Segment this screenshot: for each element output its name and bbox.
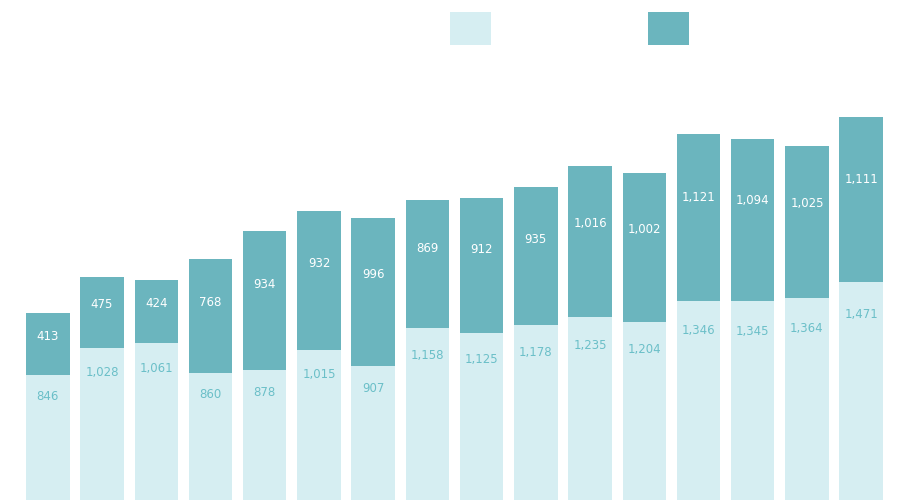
Bar (677, 300, 720, 500)
Bar (623, 173, 666, 322)
Bar (514, 187, 557, 326)
Text: 1,002: 1,002 (627, 223, 661, 236)
Bar (26, 314, 69, 374)
Text: 932: 932 (308, 258, 330, 270)
Bar (786, 146, 829, 298)
Text: 878: 878 (254, 386, 275, 398)
Bar (406, 328, 449, 500)
Text: 934: 934 (254, 278, 276, 290)
Bar (514, 326, 557, 500)
Text: 413: 413 (37, 330, 59, 343)
Bar (352, 366, 395, 500)
Text: 935: 935 (525, 233, 547, 246)
Bar (460, 334, 503, 500)
Text: 1,178: 1,178 (519, 346, 553, 360)
Text: 475: 475 (91, 298, 113, 310)
Bar (569, 166, 612, 317)
Bar (189, 259, 232, 372)
Bar (80, 278, 123, 347)
Text: 1,346: 1,346 (681, 324, 716, 338)
Bar (460, 198, 503, 334)
Bar (352, 218, 395, 366)
Text: 424: 424 (145, 298, 167, 310)
Bar (135, 280, 178, 343)
Text: 1,158: 1,158 (410, 349, 444, 362)
Text: 1,025: 1,025 (790, 197, 824, 210)
Text: 860: 860 (200, 388, 221, 401)
Text: 1,016: 1,016 (573, 217, 607, 230)
Bar (731, 138, 774, 300)
Text: 768: 768 (199, 296, 221, 308)
Text: 996: 996 (362, 268, 384, 280)
Bar (297, 350, 340, 500)
Bar (26, 374, 69, 500)
Text: 1,094: 1,094 (736, 194, 770, 206)
Text: 846: 846 (37, 390, 59, 402)
Text: 1,121: 1,121 (681, 191, 716, 204)
Bar (406, 200, 449, 328)
Bar (569, 317, 612, 500)
Bar (840, 282, 883, 500)
Text: 1,235: 1,235 (573, 339, 607, 352)
Bar (135, 343, 178, 500)
Text: 912: 912 (471, 243, 493, 256)
Text: 1,125: 1,125 (464, 354, 499, 366)
Text: 869: 869 (416, 242, 438, 255)
Text: 1,028: 1,028 (86, 366, 119, 379)
Bar (677, 134, 720, 300)
Text: 1,471: 1,471 (844, 308, 878, 321)
Text: 1,364: 1,364 (790, 322, 824, 335)
Text: 1,061: 1,061 (140, 362, 173, 374)
Text: 1,111: 1,111 (844, 174, 878, 186)
Bar (623, 322, 666, 500)
Bar (243, 370, 286, 500)
Bar (243, 232, 286, 370)
Text: 1,204: 1,204 (627, 343, 662, 356)
Text: 1,345: 1,345 (736, 324, 770, 338)
Bar (840, 118, 883, 282)
Bar (189, 372, 232, 500)
Bar (80, 348, 123, 500)
Text: 1,015: 1,015 (302, 368, 336, 380)
Bar (297, 212, 340, 350)
Text: 907: 907 (362, 382, 384, 394)
Bar (786, 298, 829, 500)
Bar (731, 300, 774, 500)
